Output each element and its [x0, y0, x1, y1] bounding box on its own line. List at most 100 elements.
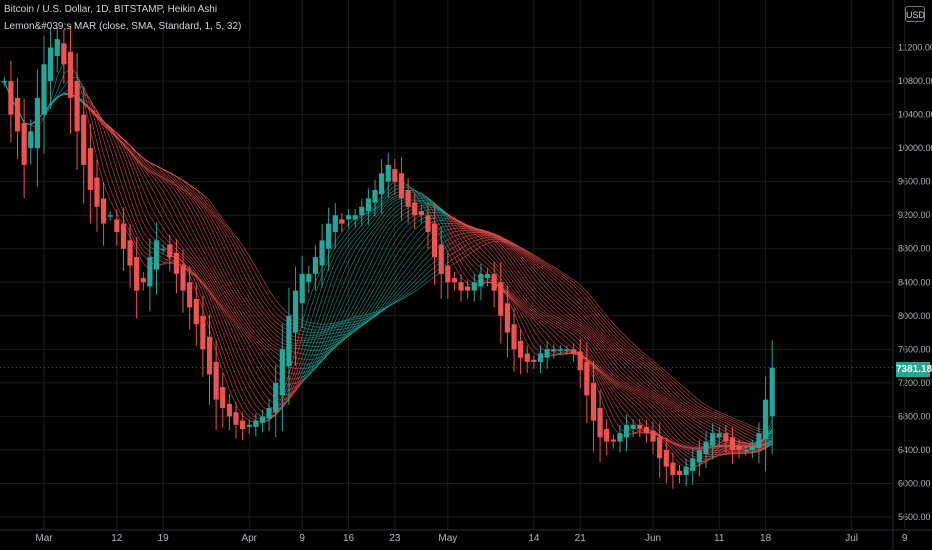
ma-ribbon-segment: [156, 187, 164, 201]
ma-ribbon-segment: [195, 275, 204, 285]
ma-ribbon-segment: [374, 309, 382, 313]
ma-ribbon-segment: [586, 358, 594, 365]
ma-ribbon-segment: [606, 385, 614, 396]
ma-ribbon-segment: [209, 224, 217, 240]
ma-ribbon-segment: [712, 413, 720, 417]
ma-ribbon-segment: [209, 209, 217, 219]
ma-ribbon-segment: [421, 201, 429, 203]
candle-body: [438, 244, 444, 274]
ma-ribbon-segment: [460, 249, 468, 255]
ma-ribbon-segment: [288, 372, 296, 375]
ma-ribbon-segment: [136, 240, 144, 252]
ma-ribbon-segment: [315, 267, 323, 283]
ma-ribbon-segment: [487, 232, 495, 235]
ma-ribbon-segment: [546, 263, 554, 269]
ma-ribbon-segment: [235, 385, 243, 401]
ma-ribbon-segment: [222, 315, 230, 332]
ma-ribbon-segment: [202, 225, 210, 241]
ma-ribbon-segment: [381, 210, 389, 220]
ma-ribbon-segment: [103, 129, 111, 149]
ma-ribbon-segment: [248, 320, 257, 331]
ma-ribbon-segment: [209, 278, 217, 291]
ma-ribbon-segment: [235, 250, 243, 265]
ma-ribbon-segment: [599, 371, 607, 380]
ma-ribbon-segment: [394, 299, 402, 304]
ma-ribbon-segment: [513, 287, 521, 297]
ma-ribbon-segment: [613, 386, 621, 395]
ma-ribbon-segment: [341, 282, 349, 298]
candle-body: [617, 433, 623, 442]
ma-ribbon-segment: [156, 165, 164, 170]
ma-ribbon-segment: [129, 145, 137, 157]
ma-ribbon-segment: [255, 289, 263, 301]
ma-ribbon-segment: [169, 183, 177, 193]
ma-ribbon-segment: [745, 439, 753, 444]
candle-body: [769, 367, 775, 417]
candle-body: [273, 382, 279, 413]
ma-ribbon-segment: [142, 222, 151, 235]
ma-ribbon-segment: [679, 445, 687, 449]
ma-ribbon-segment: [606, 350, 614, 359]
ma-ribbon-segment: [626, 406, 634, 415]
ma-ribbon-segment: [652, 386, 660, 393]
ma-ribbon-segment: [255, 349, 263, 361]
ma-ribbon-segment: [189, 201, 197, 214]
currency-button[interactable]: USD: [905, 6, 925, 22]
ma-ribbon-segment: [553, 330, 561, 338]
ma-ribbon-segment: [341, 335, 349, 342]
ma-ribbon-segment: [388, 196, 396, 201]
ma-ribbon-segment: [447, 240, 455, 252]
ma-ribbon-segment: [189, 207, 197, 221]
ma-ribbon-segment: [368, 245, 376, 259]
ma-ribbon-segment: [646, 379, 654, 387]
ma-ribbon-segment: [255, 266, 263, 279]
indicator-legend[interactable]: Lemon&#039;s MAR (close, SMA, Standard, …: [4, 21, 242, 32]
ma-ribbon-segment: [202, 249, 210, 263]
ma-ribbon-segment: [302, 344, 309, 347]
ma-ribbon-segment: [520, 307, 528, 316]
ma-ribbon-segment: [282, 399, 290, 408]
ma-ribbon-segment: [407, 291, 415, 297]
ma-ribbon-segment: [242, 250, 250, 263]
ma-ribbon-segment: [268, 341, 276, 347]
ma-ribbon-segment: [335, 325, 342, 328]
ma-ribbon-segment: [646, 395, 654, 401]
ma-ribbon-segment: [460, 255, 468, 266]
x-tick-label: Jun: [645, 533, 661, 544]
ma-ribbon-segment: [632, 360, 641, 367]
ma-ribbon-segment: [255, 325, 263, 335]
ma-ribbon-segment: [586, 329, 594, 338]
ma-ribbon-segment: [83, 102, 91, 109]
ma-ribbon-segment: [626, 377, 634, 384]
ma-ribbon-segment: [262, 367, 270, 379]
ma-ribbon-segment: [242, 263, 250, 278]
ma-ribbon-segment: [368, 316, 376, 322]
ma-ribbon-segment: [460, 239, 468, 244]
ma-ribbon-segment: [679, 383, 687, 390]
y-tick-label: 6400.00: [898, 445, 931, 455]
ma-ribbon-segment: [540, 262, 548, 268]
ma-ribbon-segment: [354, 304, 363, 316]
ma-ribbon-segment: [189, 262, 197, 271]
ma-ribbon-segment: [268, 327, 276, 336]
ma-ribbon-segment: [275, 334, 283, 340]
ma-ribbon-segment: [215, 300, 224, 312]
ma-ribbon-segment: [215, 262, 224, 276]
ma-ribbon-segment: [401, 272, 409, 282]
ma-ribbon-segment: [361, 292, 369, 305]
ma-ribbon-segment: [368, 238, 376, 251]
ma-ribbon-segment: [685, 428, 693, 435]
ma-ribbon-segment: [613, 323, 621, 331]
ma-ribbon-segment: [467, 230, 475, 237]
ma-ribbon-segment: [328, 332, 336, 335]
ma-ribbon-segment: [348, 257, 356, 272]
ma-ribbon-segment: [176, 215, 184, 229]
y-tick-label: 9600.00: [898, 177, 931, 187]
ma-ribbon-segment: [215, 282, 224, 293]
ma-ribbon-segment: [381, 293, 389, 304]
ma-ribbon-segment: [699, 409, 707, 414]
ma-ribbon-segment: [222, 268, 230, 282]
ma-ribbon-segment: [229, 339, 237, 358]
ma-ribbon-segment: [679, 390, 687, 398]
